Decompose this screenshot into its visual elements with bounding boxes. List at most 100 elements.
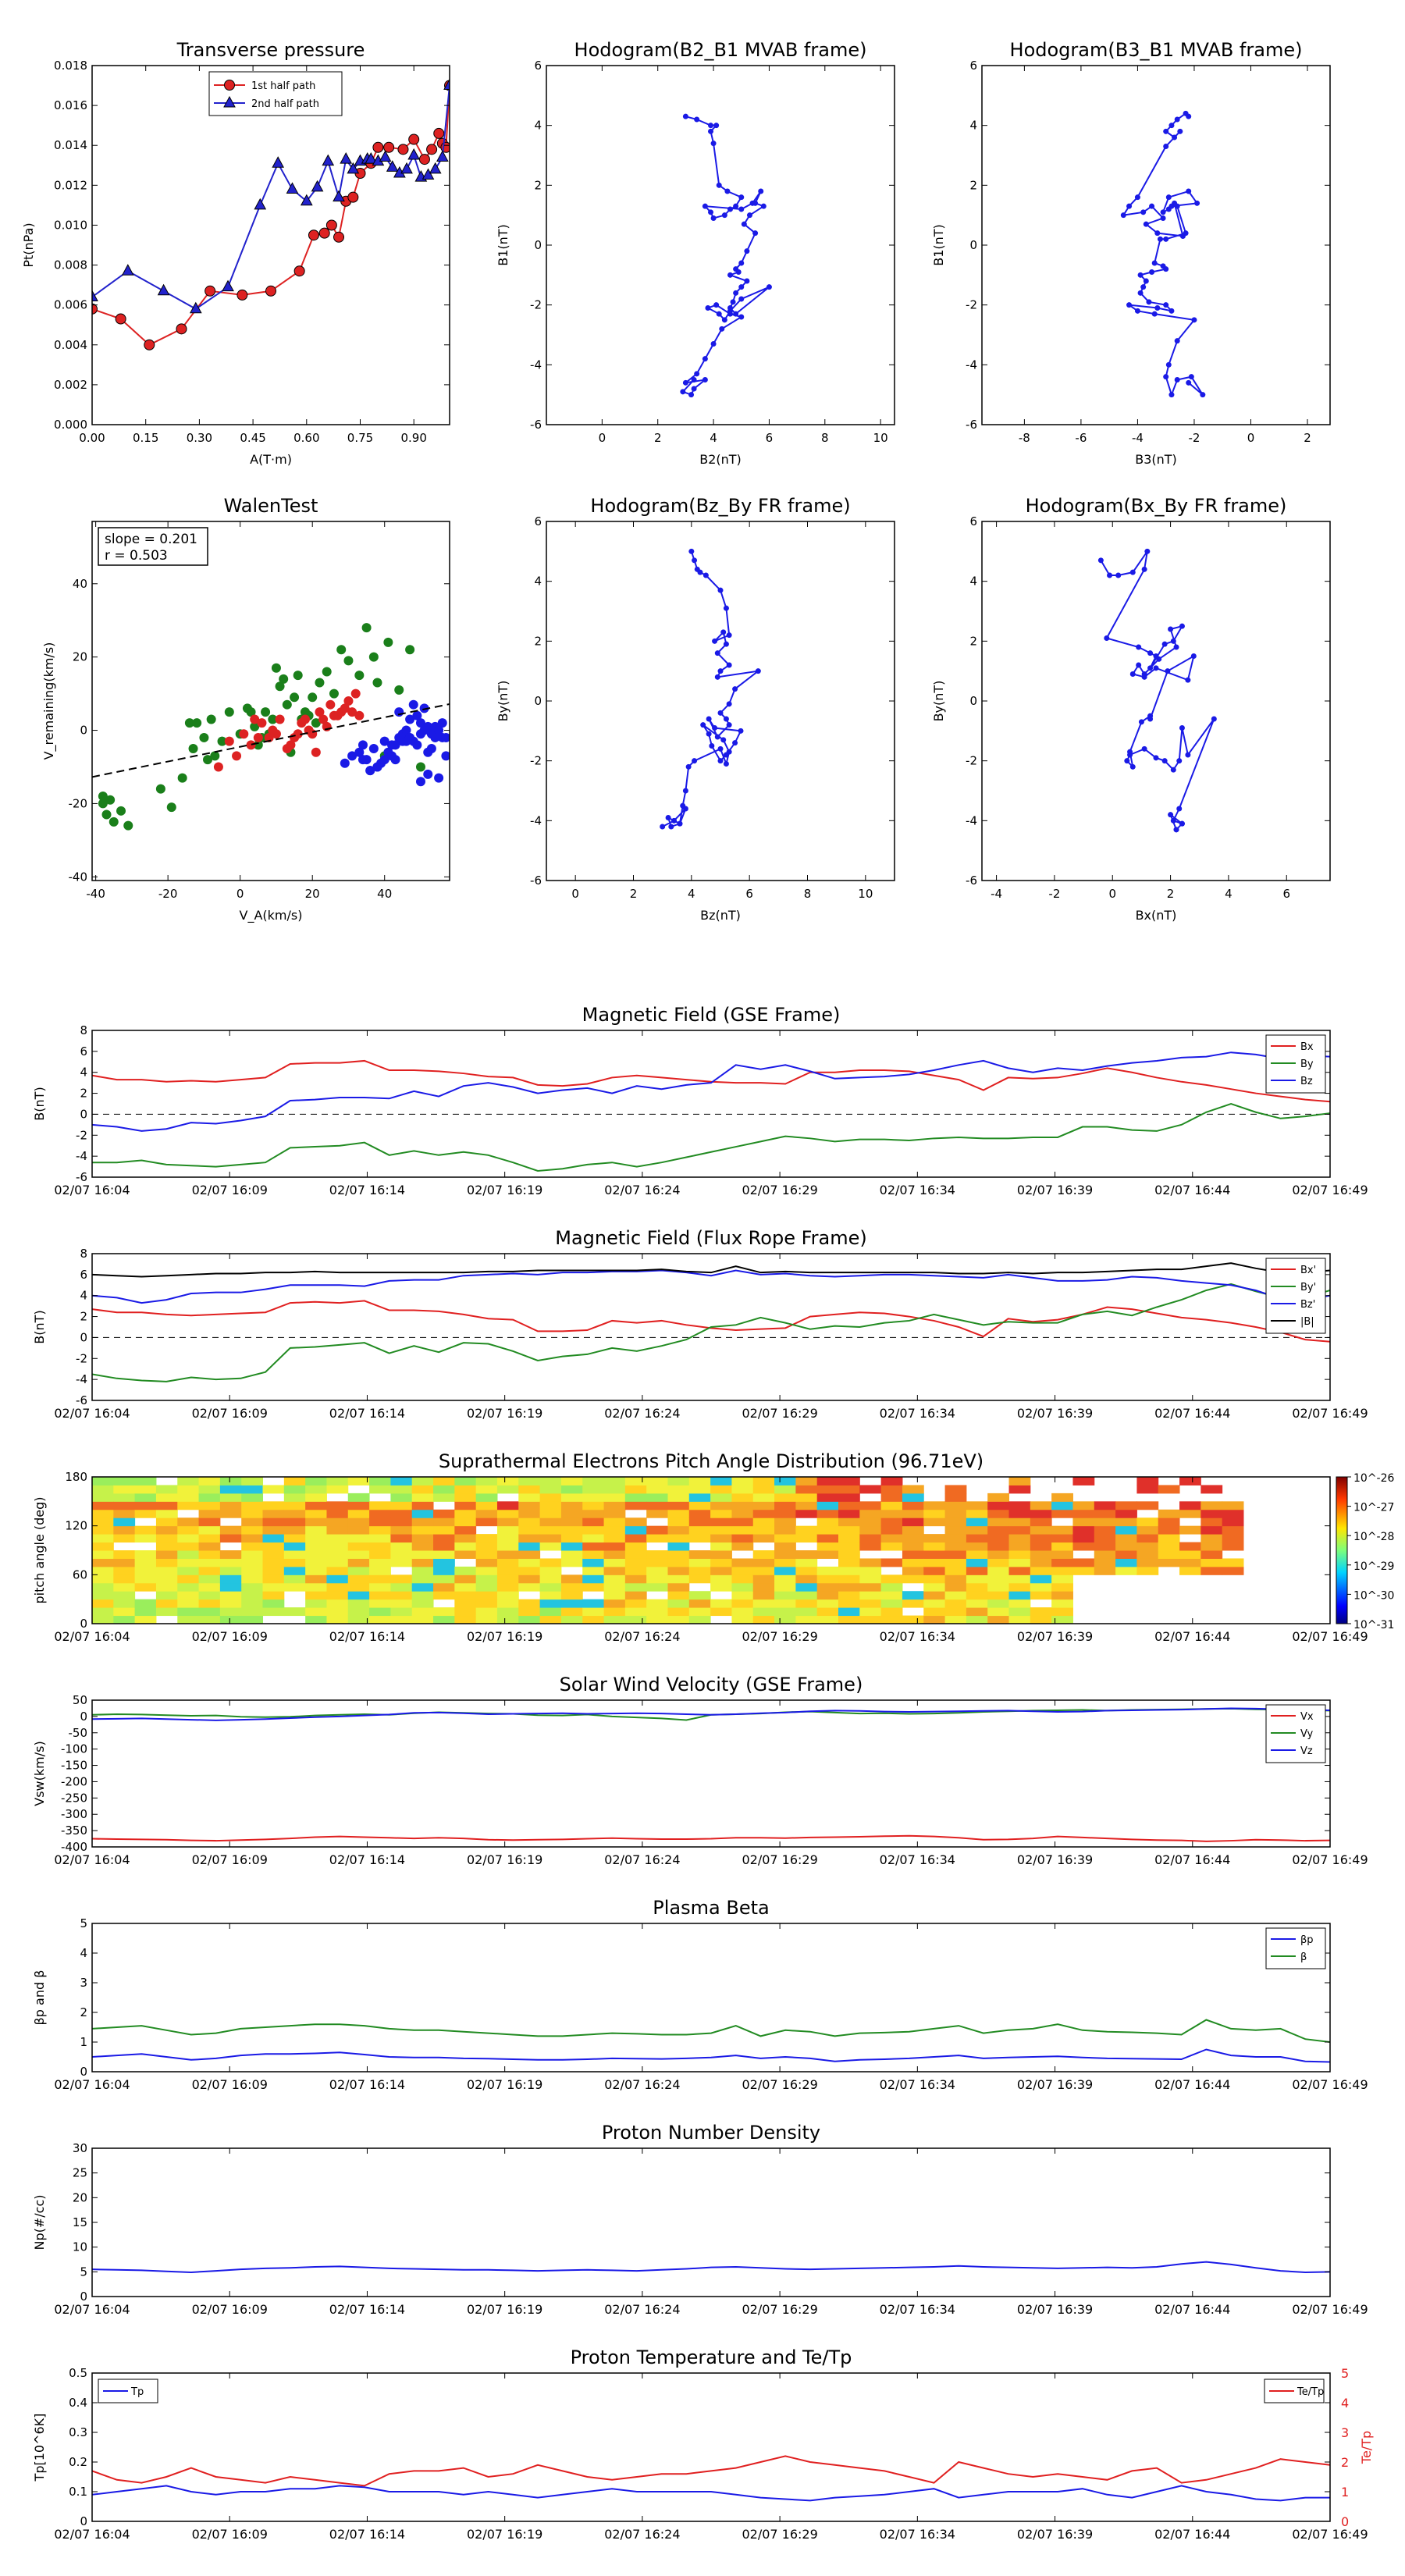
data-point <box>116 806 126 816</box>
y-tick-label: -6 <box>530 418 542 432</box>
heatmap-cell <box>177 1566 200 1575</box>
data-point <box>691 377 697 382</box>
heatmap-cell <box>582 1517 605 1527</box>
heatmap-cell <box>1115 1525 1137 1535</box>
data-point <box>383 141 395 153</box>
heatmap-cell <box>774 1615 796 1624</box>
data-point <box>660 824 666 830</box>
x-axis-label: B3(nT) <box>1135 452 1177 467</box>
heatmap-cell <box>1115 1501 1137 1510</box>
heatmap-cell <box>838 1542 860 1551</box>
data-point <box>738 194 745 201</box>
heatmap-cell <box>688 1607 711 1617</box>
heatmap-cell <box>411 1582 434 1592</box>
heatmap-cell <box>539 1558 562 1567</box>
y-tick-label: 0.006 <box>54 298 87 312</box>
heatmap-cell <box>731 1517 754 1527</box>
heatmap-cell <box>539 1493 562 1502</box>
heatmap-cell <box>177 1534 200 1543</box>
x-tick-label: 10 <box>858 887 873 901</box>
chart-title: Magnetic Field (Flux Rope Frame) <box>555 1227 866 1249</box>
fit-line <box>92 703 450 778</box>
heatmap-cell <box>475 1534 498 1543</box>
data-point <box>1151 260 1158 266</box>
heatmap-cell <box>155 1534 178 1543</box>
heatmap-cell <box>496 1517 519 1527</box>
data-point <box>1211 716 1217 722</box>
heatmap-cell <box>966 1509 988 1518</box>
y-tick-label: -2 <box>966 754 977 768</box>
data-point <box>1183 230 1189 237</box>
y-tick-label: 0.008 <box>54 258 87 272</box>
heatmap-cell <box>1222 1558 1244 1567</box>
x-tick-label: -2 <box>1048 887 1060 901</box>
data-point <box>723 641 729 647</box>
data-point <box>264 732 274 742</box>
data-point <box>694 371 700 377</box>
heatmap-cell <box>944 1607 967 1617</box>
y-tick-label: -50 <box>69 1726 88 1740</box>
heatmap-cell <box>198 1599 221 1608</box>
x-tick-label: 0.00 <box>79 431 105 445</box>
heatmap-cell <box>603 1550 626 1559</box>
data-point <box>383 637 393 647</box>
data-point <box>205 285 216 297</box>
data-point <box>354 671 365 681</box>
x-tick-label: 02/07 16:24 <box>604 2077 680 2092</box>
heatmap-cell <box>326 1485 349 1494</box>
heatmap-cell <box>880 1615 903 1624</box>
data-point <box>1179 725 1185 731</box>
data-point <box>443 78 450 91</box>
y-tick-label: 4 <box>969 119 977 133</box>
y-tick-label: 0 <box>80 724 87 738</box>
heatmap-cell <box>241 1525 264 1535</box>
x-axis-label: A(T·m) <box>250 452 292 467</box>
heatmap-cell <box>539 1607 562 1617</box>
y-tick-label: 2 <box>80 1310 87 1324</box>
data-point <box>1104 635 1110 641</box>
heatmap-cell <box>1094 1558 1116 1567</box>
heatmap-cell <box>155 1566 178 1575</box>
heatmap-cell <box>688 1550 711 1559</box>
heatmap-cell <box>1008 1591 1031 1600</box>
y-tick-label: 0.012 <box>54 178 87 192</box>
data-point <box>1134 194 1140 201</box>
heatmap-cell <box>1072 1534 1095 1543</box>
heatmap-cell <box>667 1477 690 1485</box>
heatmap-cell <box>390 1550 413 1559</box>
plot-frame <box>91 1253 1331 1401</box>
heatmap-cell <box>92 1485 114 1494</box>
x-tick-label: 02/07 16:04 <box>54 1852 130 1867</box>
data-point <box>726 701 732 707</box>
heatmap-cell <box>838 1550 860 1559</box>
y-tick-label: -200 <box>61 1774 87 1788</box>
heatmap-cell <box>326 1615 349 1624</box>
heatmap-cell <box>603 1574 626 1584</box>
heatmap-cell <box>752 1525 775 1535</box>
x-tick-label: 4 <box>688 887 695 901</box>
y-tick-label: 120 <box>65 1519 87 1533</box>
y-tick-label: 6 <box>969 514 977 528</box>
x-tick-label: 0.90 <box>400 431 426 445</box>
heatmap-cell <box>688 1517 711 1527</box>
x-tick-label: 0 <box>1108 887 1116 901</box>
data-point <box>717 745 724 752</box>
y-tick-label: 0 <box>80 2514 87 2528</box>
data-point <box>1160 209 1166 215</box>
heatmap-cell <box>1094 1566 1116 1575</box>
heatmap-cell <box>283 1525 306 1535</box>
heatmap-cell <box>624 1550 647 1559</box>
data-point <box>1137 272 1144 278</box>
legend-label: |B| <box>1300 1316 1314 1328</box>
y-tick-label: 4 <box>534 119 542 133</box>
heatmap-cell <box>667 1566 690 1575</box>
data-point <box>415 762 425 772</box>
y-tick-label: 0 <box>80 2065 87 2079</box>
heatmap-cell <box>1115 1509 1137 1518</box>
data-point <box>350 688 361 699</box>
y-tick-label: 0 <box>80 2290 87 2304</box>
heatmap-cell <box>688 1525 711 1535</box>
y-tick-label: 2 <box>969 634 977 648</box>
heatmap-cell <box>667 1574 690 1584</box>
data-point <box>1179 820 1185 827</box>
